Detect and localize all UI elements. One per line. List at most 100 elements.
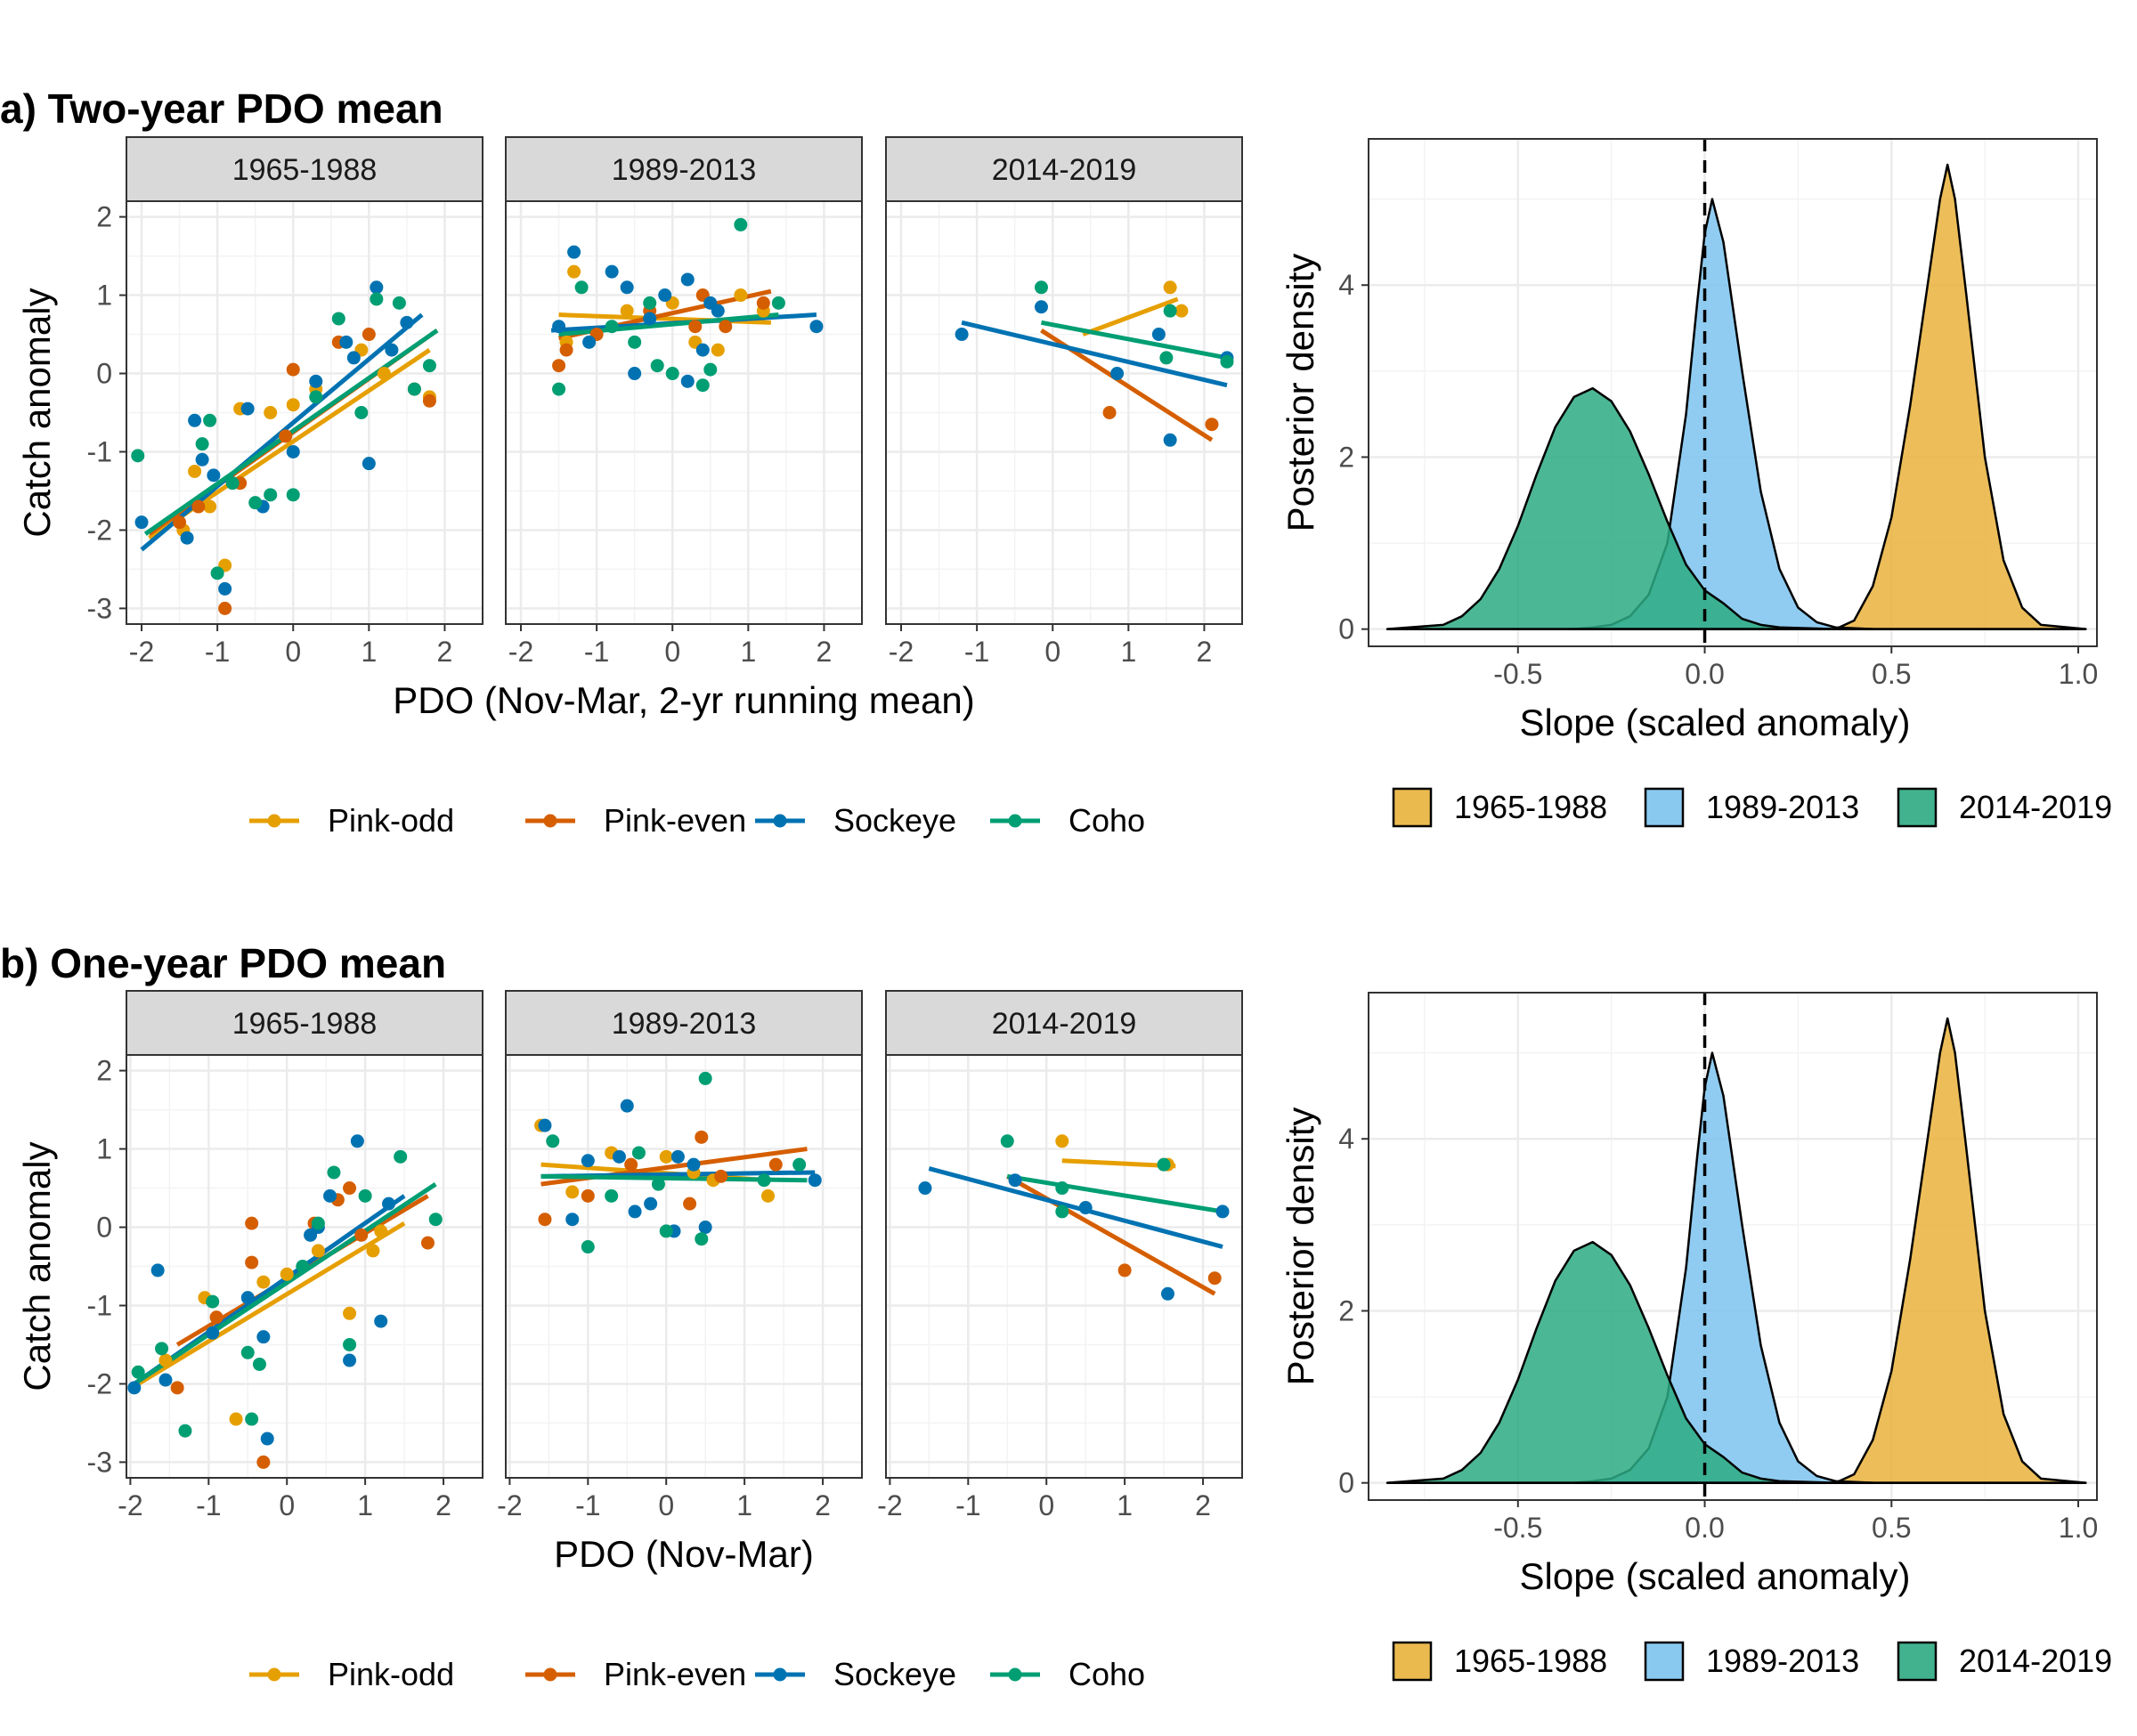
point-coho — [245, 1412, 259, 1426]
point-coho — [327, 1165, 341, 1180]
legend-item-1989-2013: 1989-2013 — [1644, 787, 1859, 828]
fit-line-pink-odd — [1061, 1158, 1176, 1169]
legend-item-coho: Coho — [990, 802, 1145, 839]
y-tick-label: -2 — [87, 1367, 112, 1399]
facet-strip-label: 1989-2013 — [612, 153, 757, 187]
point-sockeye — [343, 1353, 357, 1367]
point-coho — [331, 312, 345, 326]
point-pink-even — [279, 429, 293, 443]
point-sockeye — [339, 335, 353, 349]
point-coho — [1163, 304, 1177, 318]
point-sockeye — [127, 1381, 142, 1395]
legend-item-1989-2013: 1989-2013 — [1644, 1641, 1859, 1682]
y-tick-label: 4 — [1338, 1123, 1354, 1155]
point-sockeye — [180, 531, 194, 545]
x-tick-label: 1 — [740, 636, 756, 668]
legend-key-swatch — [1897, 1641, 1938, 1682]
point-pink-odd — [374, 1224, 388, 1238]
point-coho — [1157, 1157, 1171, 1172]
point-pink-even — [624, 1157, 638, 1172]
point-pink-odd — [761, 1188, 776, 1203]
legend-item-1965-1988: 1965-1988 — [1392, 787, 1607, 828]
point-pink-even — [354, 1228, 369, 1242]
point-coho — [248, 496, 263, 510]
point-sockeye — [612, 1149, 626, 1164]
point-pink-even — [695, 1130, 709, 1144]
point-sockeye — [808, 1173, 822, 1188]
point-pink-even — [1205, 418, 1219, 432]
point-coho — [195, 437, 209, 451]
point-pink-odd — [264, 406, 278, 419]
facet-1989-2013: 1989-2013 -2 -1 0 1 2 — [497, 990, 863, 1521]
panel-border — [885, 200, 1243, 625]
point-sockeye — [658, 288, 672, 303]
facet-strip — [126, 136, 483, 202]
point-coho — [392, 296, 406, 310]
legend-item-sockeye: Sockeye — [755, 802, 956, 839]
point-pink-even — [559, 343, 573, 357]
x-tick-label: -2 — [889, 636, 914, 668]
x-tick-label: -2 — [497, 1489, 522, 1521]
point-sockeye — [134, 515, 149, 530]
point-pink-odd — [620, 304, 634, 318]
y-tick-label: 2 — [96, 201, 112, 233]
legend-item-pink-odd: Pink-odd — [249, 802, 454, 839]
x-tick-label: 2 — [815, 1489, 831, 1521]
point-sockeye — [567, 245, 581, 259]
point-sockeye — [565, 1213, 580, 1227]
point-coho — [210, 566, 224, 580]
point-coho — [698, 1071, 712, 1085]
x-tick-label: 1.0 — [2059, 1512, 2098, 1544]
panel-border — [885, 1054, 1243, 1479]
x-tick-label: -2 — [877, 1489, 902, 1521]
x-axis-label: Slope (scaled anomaly) — [1520, 1555, 1911, 1597]
point-sockeye — [346, 351, 361, 365]
x-tick-label: 2 — [437, 636, 453, 668]
density-1965-1988 — [1834, 163, 2087, 630]
x-tick-label: -1 — [575, 1489, 600, 1521]
x-tick-label: 1.0 — [2059, 658, 2098, 690]
fit-line-pink-odd — [136, 1221, 406, 1386]
point-coho — [296, 1260, 310, 1273]
point-coho — [240, 1345, 255, 1359]
point-coho — [131, 449, 145, 463]
point-sockeye — [628, 1205, 642, 1219]
panel-border — [126, 1054, 483, 1479]
point-pink-even — [538, 1213, 552, 1227]
x-tick-label: 0 — [1038, 1489, 1054, 1521]
x-tick-label: 1 — [1117, 1489, 1133, 1521]
point-pink-even — [688, 320, 703, 334]
point-sockeye — [362, 457, 376, 471]
point-sockeye — [670, 1149, 685, 1164]
x-tick-label: 1 — [1120, 636, 1136, 668]
point-pink-odd — [343, 1306, 357, 1320]
point-pink-even — [170, 1381, 184, 1395]
facet-2014-2019: 2014-2019 -2 -1 0 1 2 — [877, 990, 1243, 1521]
legend-key-swatch — [1392, 1641, 1433, 1682]
point-coho — [225, 476, 240, 491]
fit-line-coho — [1041, 320, 1228, 361]
fit-line-sockeye — [928, 1166, 1223, 1249]
y-tick-label: -1 — [87, 435, 112, 467]
x-tick-label: -0.5 — [1493, 1512, 1542, 1544]
point-pink-even — [256, 1455, 271, 1469]
point-pink-even — [173, 515, 187, 530]
legend-label: Pink-even — [604, 1656, 746, 1692]
y-axis-label: Catch anomaly — [16, 1141, 58, 1391]
facet-strip-label: 2014-2019 — [992, 153, 1137, 187]
x-tick-label: -1 — [584, 636, 609, 668]
point-coho — [358, 1188, 372, 1203]
point-pink-odd — [1174, 304, 1189, 318]
x-tick-label: -2 — [508, 636, 533, 668]
legend-label: 1965-1988 — [1454, 1643, 1607, 1679]
point-coho — [1055, 1181, 1069, 1196]
x-tick-label: -1 — [196, 1489, 221, 1521]
panel-b-label: b) One-year PDO mean — [0, 940, 446, 986]
point-sockeye — [370, 280, 384, 295]
point-coho — [643, 296, 657, 310]
point-sockeye — [918, 1181, 932, 1196]
point-sockeye — [1215, 1205, 1230, 1219]
point-coho — [695, 378, 710, 393]
point-sockeye — [188, 413, 202, 427]
point-pink-even — [714, 1169, 728, 1183]
